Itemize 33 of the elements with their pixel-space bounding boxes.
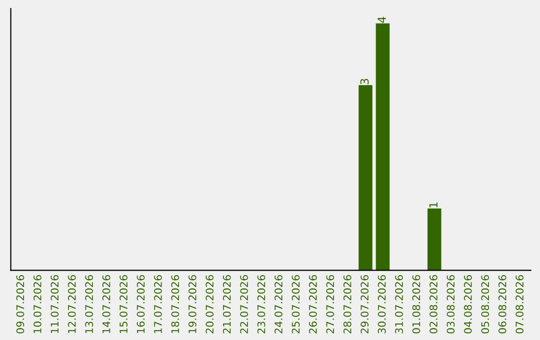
x-tick-label: 11.07.2026: [50, 275, 59, 333]
x-tick-label: 30.07.2026: [378, 275, 386, 334]
x-tick-label: 09.07.2026: [16, 275, 24, 334]
x-tick-label: 23.07.2026: [257, 275, 266, 334]
x-tick-label: 15.07.2026: [120, 275, 128, 333]
x-tick-label: 16.07.2026: [136, 275, 145, 333]
x-tick-label: 01.08.2026: [412, 275, 420, 334]
data-label: 4: [378, 16, 386, 23]
x-tick-label: 12.07.2026: [68, 275, 76, 333]
x-tick-label: 24.07.2026: [274, 275, 282, 334]
x-tick-label: 14.07.2026: [102, 275, 110, 333]
x-tick-label: 05.08.2026: [481, 275, 490, 334]
x-tick-label: 17.07.2026: [154, 275, 162, 333]
x-tick-label: 04.08.2026: [464, 275, 472, 334]
data-label: 3: [360, 78, 369, 84]
x-tick-label: 02.08.2026: [430, 275, 438, 334]
x-tick-label: 21.07.2026: [222, 275, 231, 334]
x-tick-label: 18.07.2026: [171, 275, 180, 333]
x-tick-label: 20.07.2026: [206, 275, 214, 334]
x-tick-label: 25.07.2026: [292, 275, 300, 334]
data-label: 1: [429, 202, 438, 208]
x-tick-label: 03.08.2026: [446, 275, 455, 334]
x-tick-label: 19.07.2026: [188, 275, 196, 333]
x-tick-label: 07.08.2026: [516, 275, 524, 334]
x-tick-label: 28.07.2026: [343, 275, 352, 334]
x-tick-label: 13.07.2026: [85, 275, 94, 333]
x-tick-label: 31.07.2026: [395, 275, 403, 334]
x-tick-label: 26.07.2026: [309, 275, 317, 334]
x-tick-label: 22.07.2026: [240, 275, 248, 334]
x-tick-label: 29.07.2026: [360, 275, 369, 334]
x-tick-label: 27.07.2026: [326, 275, 334, 334]
x-tick-label: 10.07.2026: [33, 275, 42, 333]
x-tick-label: 06.08.2026: [498, 275, 506, 334]
